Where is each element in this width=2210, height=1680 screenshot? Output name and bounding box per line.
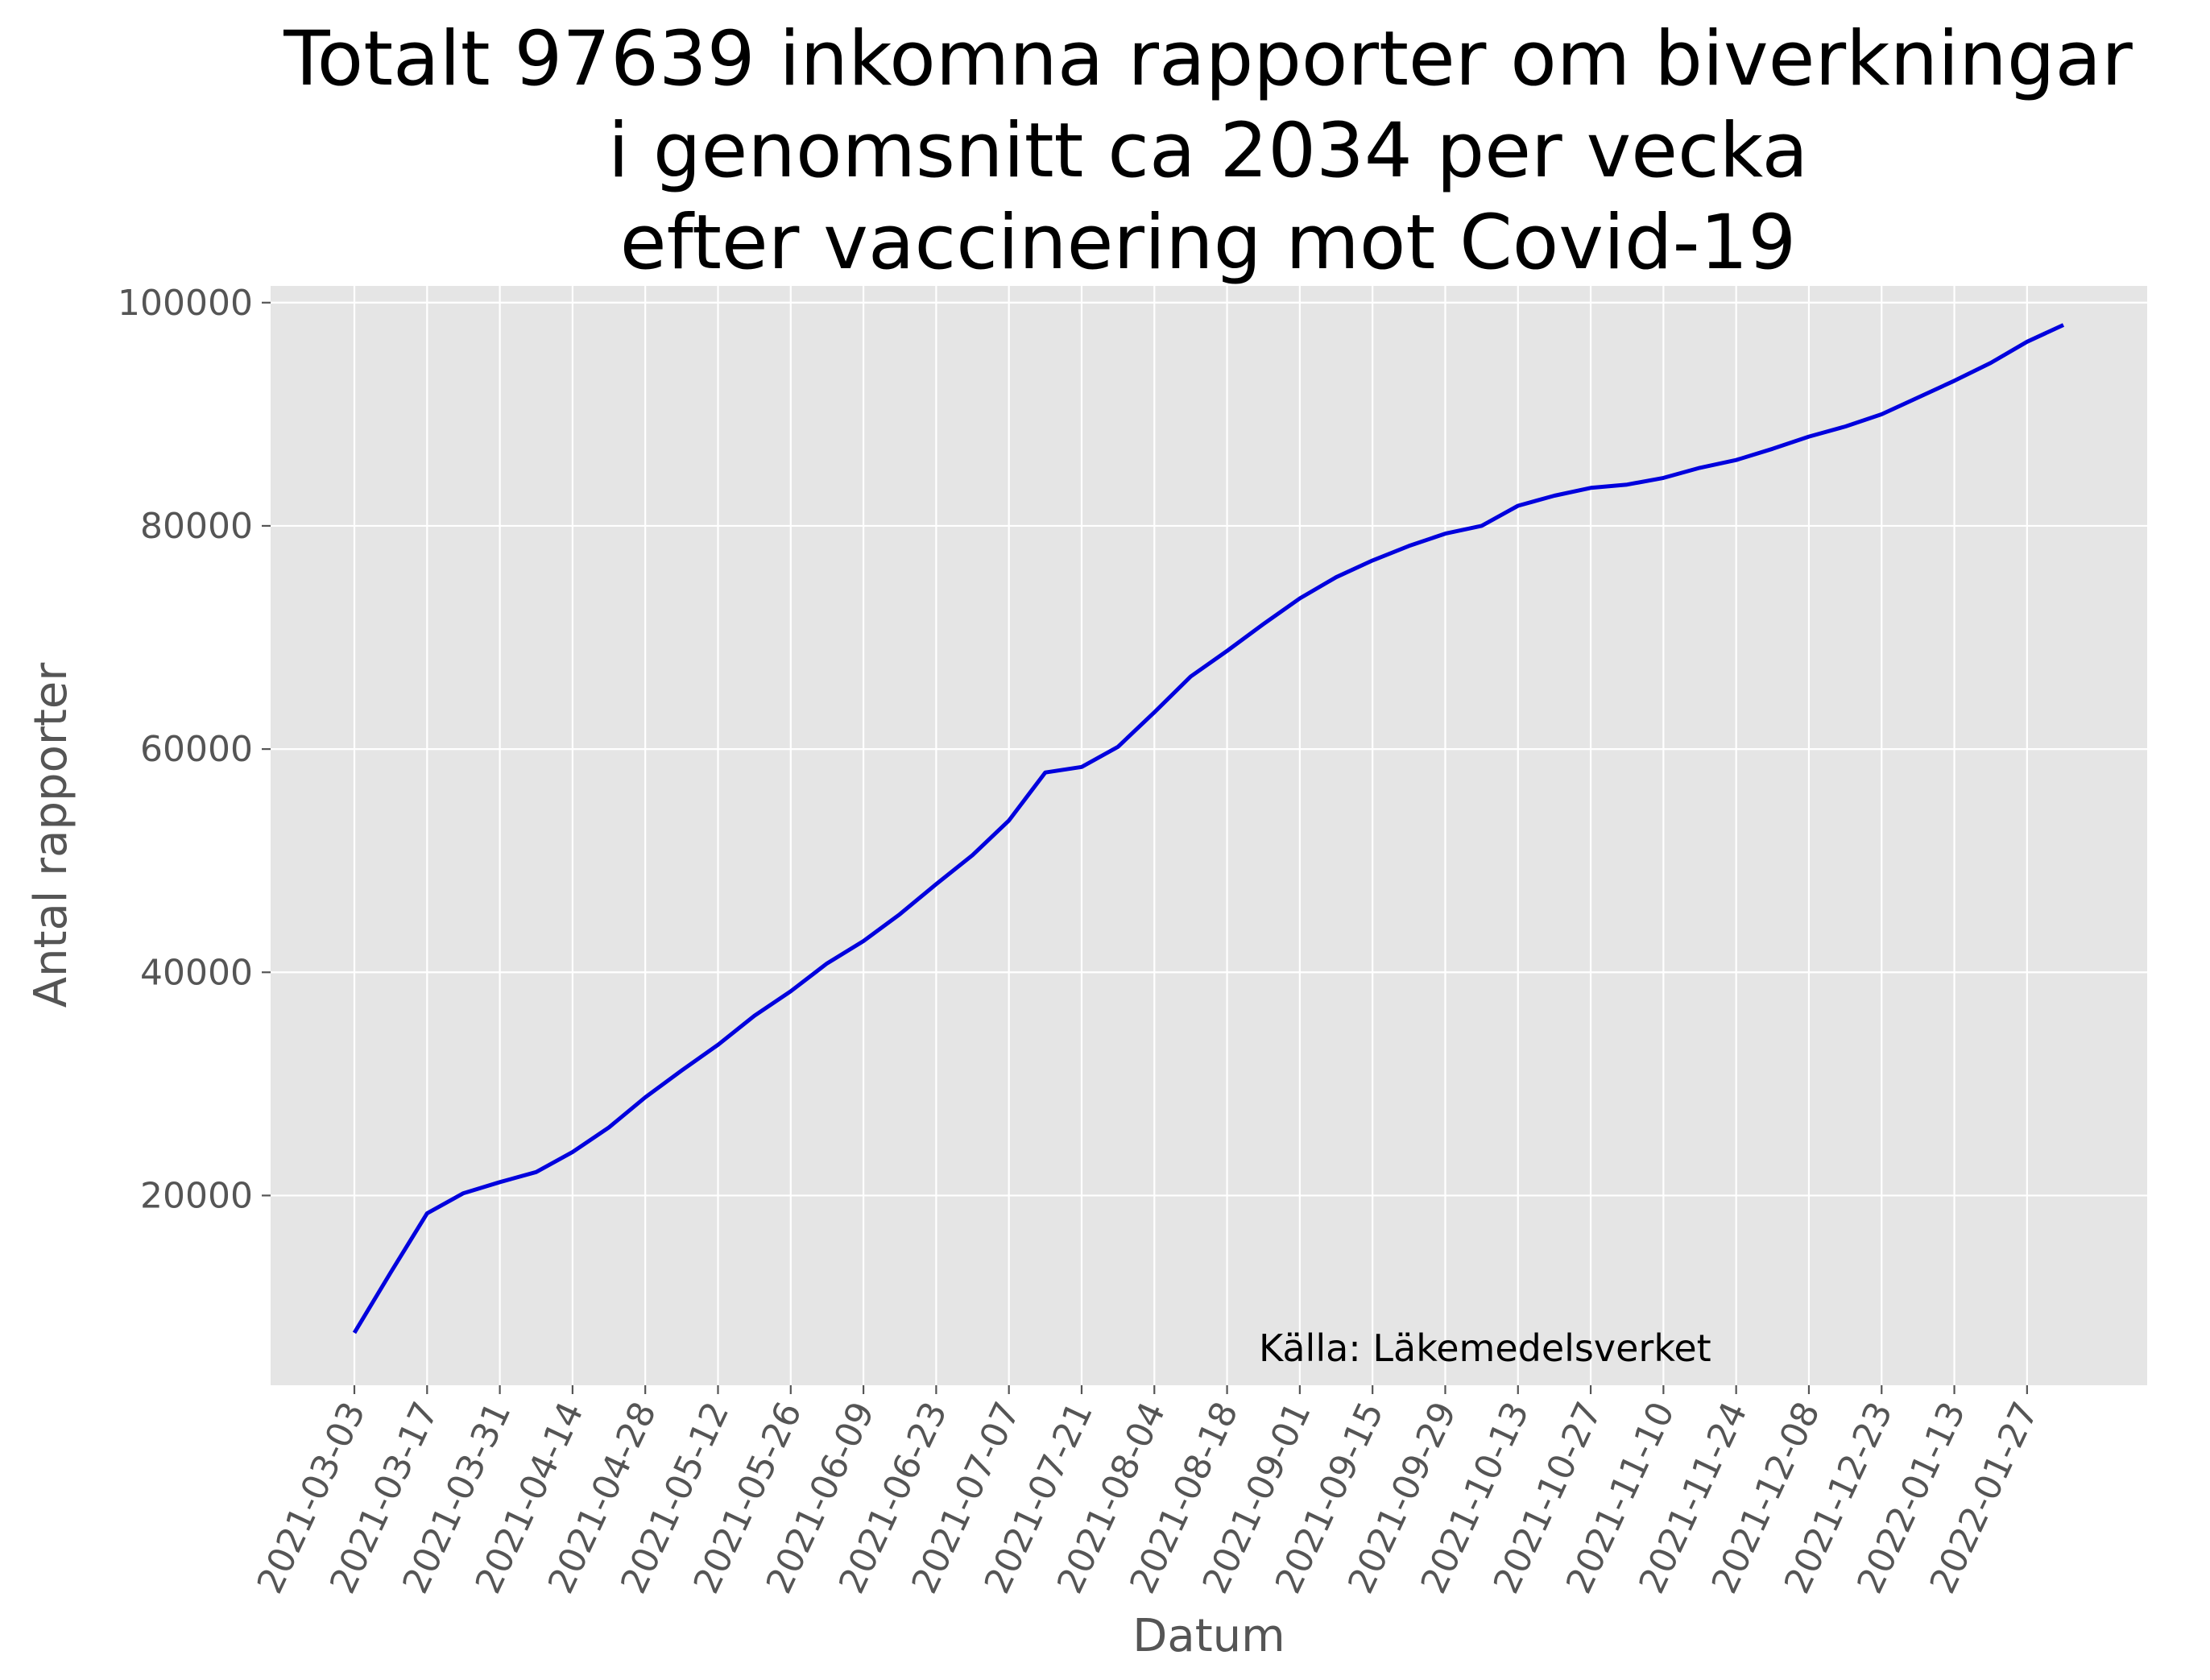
series-line [352, 323, 2065, 1334]
y-axis-label: Antal rapporter [25, 662, 77, 1008]
grid [271, 286, 2147, 1385]
y-axis: 20000 40000 60000 80000 100000 [118, 283, 271, 1216]
y-tick-label: 80000 [140, 506, 253, 547]
chart-title: Totalt 97639 inkomna rapporter om biverk… [283, 15, 2133, 287]
title-line: Totalt 97639 inkomna rapporter om biverk… [283, 15, 2133, 103]
series-marks [352, 323, 2065, 1334]
y-tick-label: 100000 [118, 283, 253, 324]
y-tick-label: 40000 [140, 952, 253, 993]
title-line: efter vaccinering mot Covid-19 [620, 199, 1796, 287]
y-tick-label: 20000 [140, 1175, 253, 1216]
x-axis: 2021-03-032021-03-172021-03-312021-04-14… [250, 1385, 2047, 1599]
plot-area [271, 286, 2147, 1385]
source-annotation: Källa: Läkemedelsverket [1259, 1326, 1711, 1370]
x-axis-label: Datum [1132, 1610, 1285, 1662]
title-line: i genomsnitt ca 2034 per vecka [608, 107, 1808, 195]
y-tick-label: 60000 [140, 729, 253, 770]
